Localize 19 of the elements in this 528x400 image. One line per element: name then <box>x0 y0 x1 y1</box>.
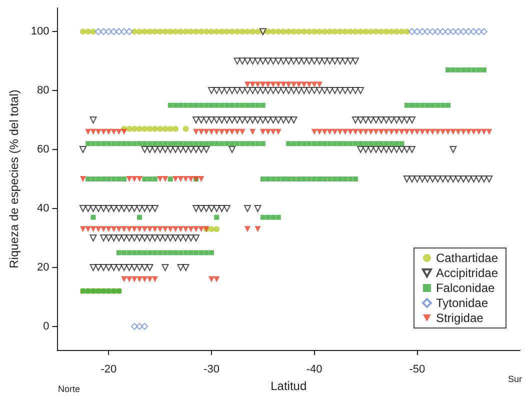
legend-label: Accipitridae <box>436 266 498 280</box>
x-tick-label: -40 <box>306 364 322 376</box>
x-tick-label: -50 <box>409 364 426 376</box>
y-tick-label: 20 <box>37 261 50 274</box>
y-tick-label: 40 <box>37 202 50 214</box>
legend-label: Strigidae <box>436 311 484 325</box>
text: Norte <box>58 384 80 394</box>
x-axis-title: Latitud <box>270 379 307 393</box>
legend-label: Falconidae <box>436 281 495 295</box>
y-tick-label: 100 <box>30 26 50 38</box>
text: Sur <box>508 374 522 384</box>
x-tick-label: -20 <box>100 364 117 376</box>
y-tick-label: 60 <box>37 144 50 156</box>
y-axis-title: Riqueza de especies (% del total) <box>7 90 21 268</box>
legend-label: Cathartidae <box>436 251 498 265</box>
legend-label: Tytonidae <box>436 296 488 310</box>
y-tick-label: 80 <box>37 84 50 97</box>
x-tick-label: -30 <box>204 364 220 376</box>
y-tick-label: 0 <box>43 320 50 332</box>
